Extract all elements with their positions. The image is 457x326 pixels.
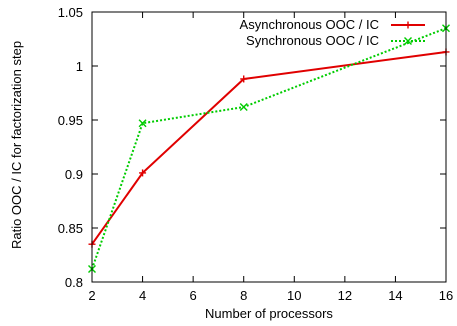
series-line-2: [91, 27, 447, 270]
legend-label: Synchronous OOC / IC: [246, 33, 379, 48]
legend-marker: [404, 21, 412, 29]
y-tick-label: 0.95: [58, 113, 83, 128]
x-tick-label: 16: [439, 288, 453, 303]
x-tick-label: 10: [287, 288, 301, 303]
ticks-layer: 2 4 6 8 10 12 14 16 0.8 0.85 0.9 0.95 1 1.05: [58, 5, 454, 303]
y-tick-label: 1: [76, 59, 83, 74]
x-tick-label: 8: [240, 288, 247, 303]
series-line-1: [91, 50, 447, 245]
legend-marker: [404, 37, 412, 45]
x-tick-label: 2: [88, 288, 95, 303]
y-tick-label: 1.05: [58, 5, 83, 20]
data-point: [138, 119, 147, 128]
x-tick-label: 6: [190, 288, 197, 303]
y-tick-label: 0.85: [58, 221, 83, 236]
plot-frame: [91, 11, 447, 283]
data-point: [239, 103, 248, 112]
series-lines: [88, 24, 450, 274]
data-point: [240, 75, 248, 83]
data-point: [139, 169, 147, 177]
x-tick-label: 4: [139, 288, 146, 303]
y-tick-label: 0.8: [65, 275, 83, 290]
x-tick-label: 12: [338, 288, 352, 303]
legend-label: Asynchronous OOC / IC: [240, 17, 379, 32]
x-axis-title: Number of processors: [205, 306, 333, 321]
y-tick-label: 0.9: [65, 167, 83, 182]
x-tick-label: 14: [388, 288, 402, 303]
y-axis-title: Ratio OOC / IC for factorization step: [9, 41, 24, 249]
